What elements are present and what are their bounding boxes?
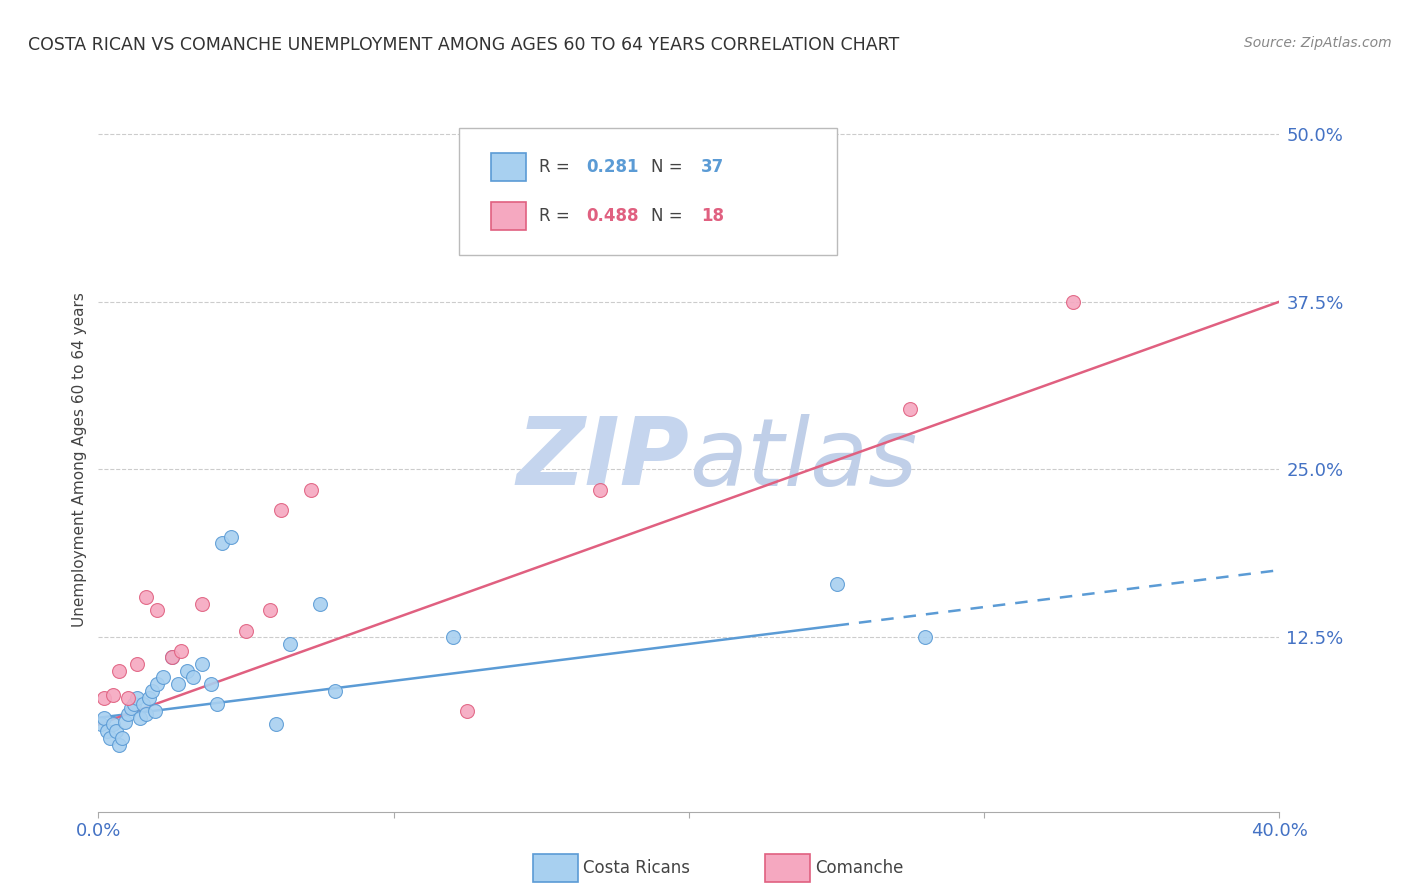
Point [162, 650, 183, 665]
FancyBboxPatch shape [491, 202, 526, 230]
Text: COSTA RICAN VS COMANCHE UNEMPLOYMENT AMONG AGES 60 TO 64 YEARS CORRELATION CHART: COSTA RICAN VS COMANCHE UNEMPLOYMENT AMO… [28, 36, 900, 54]
Point [221, 530, 243, 544]
Point [181, 671, 204, 685]
Point [176, 664, 198, 678]
Point [108, 664, 131, 678]
Point [93, 690, 115, 705]
Point [122, 698, 145, 712]
Point [135, 590, 157, 604]
Point [138, 690, 160, 705]
Y-axis label: Unemployment Among Ages 60 to 64 years: Unemployment Among Ages 60 to 64 years [72, 292, 87, 627]
Point [191, 657, 214, 671]
Text: R =: R = [538, 208, 575, 226]
Point [441, 630, 464, 644]
Point [117, 706, 139, 721]
Text: N =: N = [651, 158, 688, 176]
Point [323, 684, 346, 698]
Point [191, 597, 214, 611]
Point [143, 704, 166, 718]
Point [105, 724, 128, 739]
Point [135, 706, 157, 721]
Point [235, 624, 257, 638]
Point [103, 688, 125, 702]
Text: R =: R = [538, 158, 575, 176]
Point [125, 690, 148, 705]
Point [200, 677, 222, 691]
Text: 18: 18 [700, 208, 724, 226]
Point [589, 483, 612, 497]
Point [125, 657, 148, 671]
Text: Costa Ricans: Costa Ricans [583, 859, 690, 877]
Point [103, 717, 125, 731]
Text: 37: 37 [700, 158, 724, 176]
Point [1062, 294, 1084, 309]
Text: atlas: atlas [689, 414, 917, 505]
Point [900, 402, 922, 417]
Point [111, 731, 134, 745]
Point [914, 630, 936, 644]
Point [141, 684, 163, 698]
Point [167, 677, 190, 691]
Text: ZIP: ZIP [516, 413, 689, 506]
Point [259, 603, 281, 617]
Point [457, 704, 479, 718]
Point [280, 637, 302, 651]
FancyBboxPatch shape [491, 153, 526, 181]
Text: 0.488: 0.488 [586, 208, 638, 226]
Point [211, 536, 233, 550]
Point [128, 711, 150, 725]
Point [93, 711, 115, 725]
Point [162, 650, 183, 665]
Point [146, 677, 169, 691]
Point [90, 717, 112, 731]
Point [152, 671, 174, 685]
Point [309, 597, 332, 611]
Text: Source: ZipAtlas.com: Source: ZipAtlas.com [1244, 36, 1392, 50]
Point [825, 576, 848, 591]
Point [170, 643, 193, 657]
Point [270, 502, 292, 516]
Point [264, 717, 287, 731]
Point [114, 714, 136, 729]
Text: N =: N = [651, 208, 688, 226]
Point [205, 698, 228, 712]
Point [146, 603, 169, 617]
Point [120, 701, 142, 715]
Point [96, 724, 118, 739]
Text: 0.281: 0.281 [586, 158, 638, 176]
Point [299, 483, 322, 497]
Point [132, 698, 155, 712]
Point [117, 690, 139, 705]
Text: Comanche: Comanche [815, 859, 904, 877]
Point [98, 731, 121, 745]
Point [108, 738, 131, 752]
FancyBboxPatch shape [458, 128, 837, 255]
